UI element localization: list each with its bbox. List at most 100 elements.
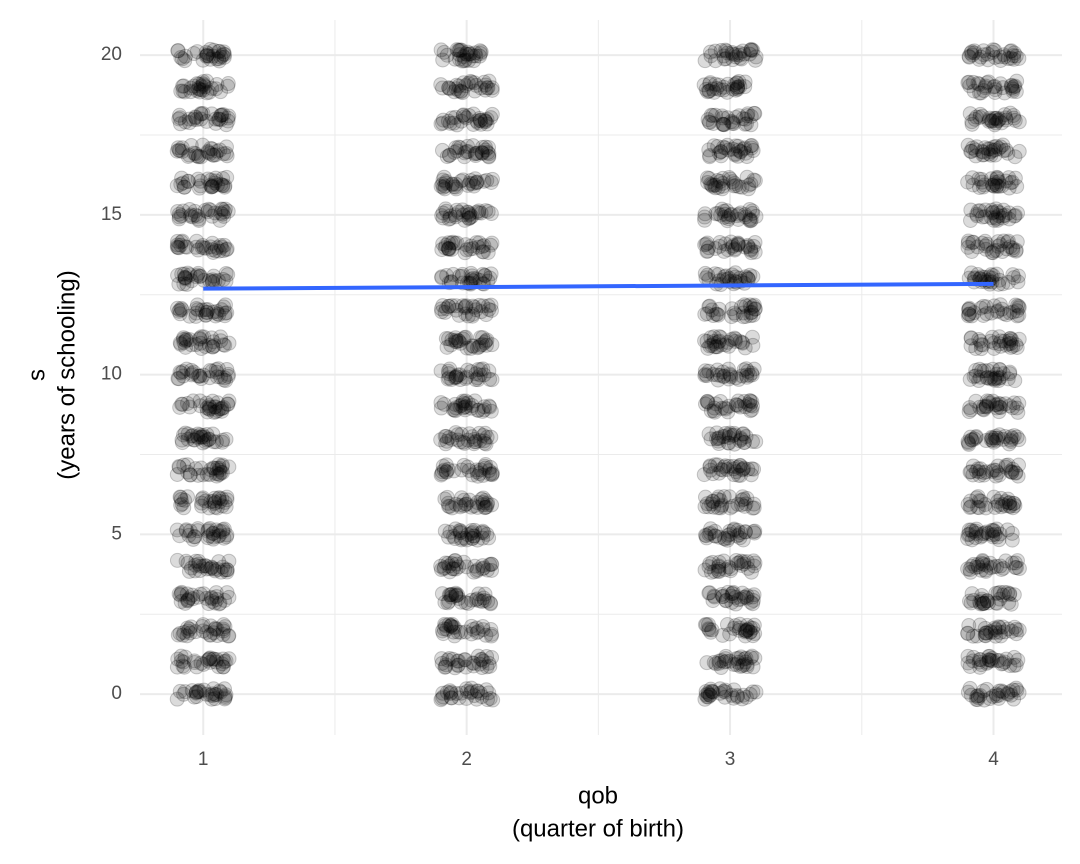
point [170, 371, 186, 387]
point [206, 268, 222, 284]
point [204, 691, 220, 707]
point [464, 268, 480, 284]
point [706, 499, 722, 515]
point [711, 77, 727, 93]
point [188, 685, 204, 701]
point [484, 467, 500, 483]
point [439, 149, 455, 165]
point [466, 658, 482, 674]
point [743, 212, 759, 228]
point [219, 562, 235, 578]
point [446, 115, 462, 131]
point [178, 523, 194, 539]
point [724, 45, 740, 61]
point [702, 75, 718, 91]
point [731, 179, 747, 195]
point [1005, 107, 1021, 123]
point [446, 144, 462, 160]
point [441, 241, 457, 257]
point [707, 241, 723, 257]
point [710, 307, 726, 323]
point [214, 403, 230, 419]
point [732, 620, 748, 636]
point [174, 140, 190, 156]
point [176, 500, 192, 516]
point [477, 460, 493, 476]
point [746, 587, 762, 603]
point [206, 496, 222, 512]
point [716, 489, 732, 505]
point [705, 466, 721, 482]
point [436, 462, 452, 478]
point [729, 689, 745, 705]
point [170, 240, 186, 256]
point [463, 400, 479, 416]
point [437, 523, 453, 539]
point [708, 656, 724, 672]
point [737, 111, 753, 127]
point [461, 426, 477, 442]
point [697, 366, 713, 382]
point [215, 271, 231, 287]
point [467, 146, 483, 162]
point [742, 624, 758, 640]
point [439, 464, 455, 480]
point [199, 426, 215, 442]
point [172, 306, 188, 322]
point [214, 239, 230, 255]
point [719, 461, 735, 477]
point [210, 361, 226, 377]
point [734, 492, 750, 508]
point [177, 179, 193, 195]
point [446, 179, 462, 195]
point [461, 107, 477, 123]
point [747, 301, 763, 317]
point [989, 170, 1005, 186]
point [996, 143, 1012, 159]
point [477, 114, 493, 130]
point [199, 395, 215, 411]
point [209, 468, 225, 484]
point [444, 555, 460, 571]
point [713, 500, 729, 516]
x-tick-label: 1 [198, 749, 209, 770]
point [465, 528, 481, 544]
point [190, 267, 206, 283]
point [472, 43, 488, 59]
point [208, 522, 224, 538]
point [748, 434, 764, 450]
point [204, 363, 220, 379]
point [710, 500, 726, 516]
point [737, 498, 753, 514]
point [737, 399, 753, 415]
point [702, 149, 718, 165]
point [700, 243, 716, 259]
point [170, 203, 186, 219]
point [455, 298, 471, 314]
point [191, 556, 207, 572]
point [174, 170, 190, 186]
point [209, 369, 225, 385]
y-tick-label: 15 [101, 204, 122, 225]
point [717, 689, 733, 705]
point [450, 657, 466, 673]
point [211, 53, 227, 69]
point [747, 244, 763, 260]
point [733, 591, 749, 607]
point [199, 113, 215, 129]
point [719, 203, 735, 219]
point [745, 659, 761, 675]
point [444, 176, 460, 192]
point [699, 689, 715, 705]
point [187, 109, 203, 125]
point [192, 178, 208, 194]
point [484, 82, 500, 98]
point [742, 212, 758, 228]
point [202, 467, 218, 483]
point [709, 367, 725, 383]
point [457, 299, 473, 315]
point [746, 461, 762, 477]
point [192, 331, 208, 347]
point [213, 333, 229, 349]
point [743, 108, 759, 124]
